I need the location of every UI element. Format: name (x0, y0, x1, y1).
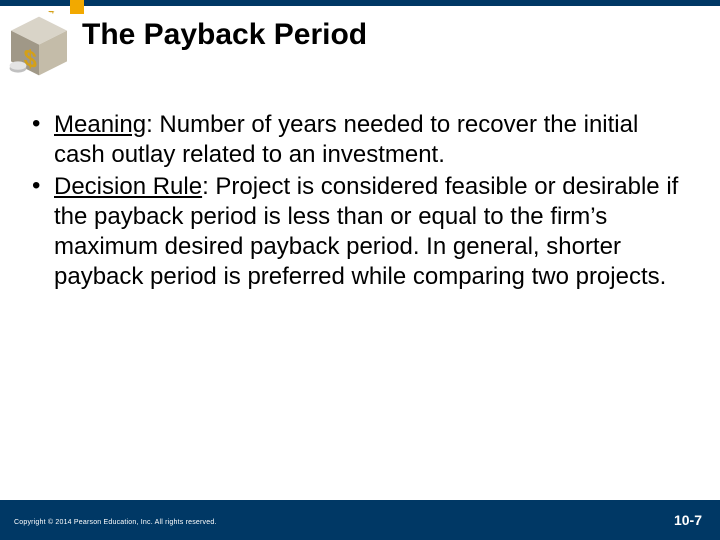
slide-title: The Payback Period (82, 18, 367, 52)
slide-body: Meaning: Number of years needed to recov… (28, 110, 692, 294)
bullet-label: Decision Rule (54, 173, 202, 200)
svg-text:$: $ (24, 44, 38, 75)
bullet-item: Meaning: Number of years needed to recov… (28, 110, 692, 170)
slide: $ $ The Payback Period Meaning: Number o… (0, 0, 720, 540)
top-bar (0, 0, 720, 6)
svg-text:$: $ (47, 11, 58, 19)
bullet-label: Meaning (54, 111, 146, 138)
page-number: 10-7 (674, 512, 702, 528)
money-cube-icon: $ $ (0, 10, 78, 82)
bullet-item: Decision Rule: Project is considered fea… (28, 172, 692, 292)
copyright-text: Copyright © 2014 Pearson Education, Inc.… (14, 519, 217, 526)
